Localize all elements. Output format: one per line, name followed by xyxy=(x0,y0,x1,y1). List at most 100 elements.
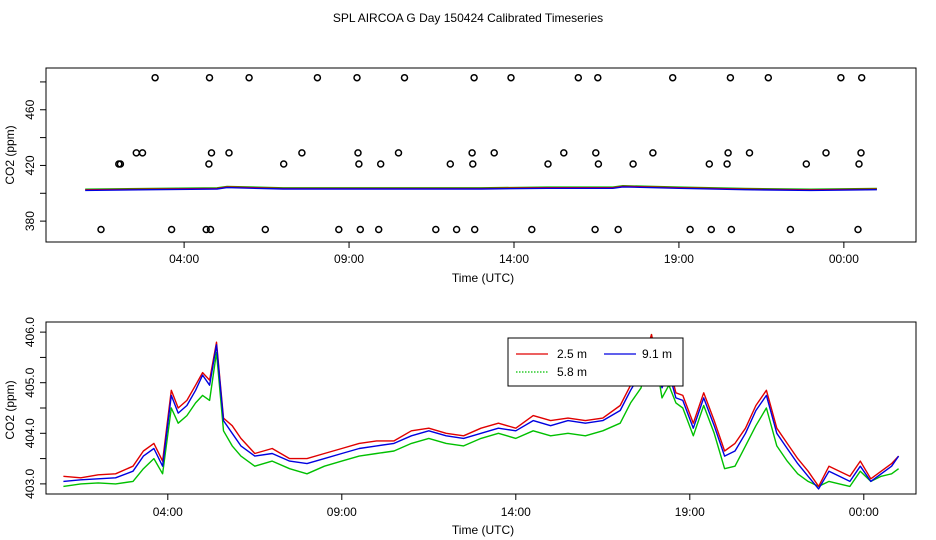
top-scatter-point xyxy=(356,225,365,234)
top-scatter-point xyxy=(591,225,599,234)
top-scatter-point xyxy=(629,160,637,168)
top-scatter-point xyxy=(727,225,736,234)
bottom-y-axis: 403.0 404.0 405.0 406.0 xyxy=(23,317,46,499)
top-scatter-point xyxy=(802,160,811,168)
top-scatter-point xyxy=(822,149,830,157)
top-scatter-point xyxy=(353,73,361,82)
top-scatter-point xyxy=(355,160,363,168)
top-scatter-point xyxy=(400,73,409,82)
top-scatter-point xyxy=(470,73,478,82)
top-scatter-point xyxy=(594,160,603,168)
top-y-axis: 380 420 460 xyxy=(23,81,46,231)
bottom-x-axis-label: Time (UTC) xyxy=(452,523,514,537)
top-scatter-point xyxy=(705,160,714,168)
top-scatter-point xyxy=(97,225,105,234)
bottom-y-tick-label: 405.0 xyxy=(23,367,37,397)
bottom-x-axis: 04:00 09:00 14:00 19:00 00:00 xyxy=(153,494,879,519)
top-x-tick-label: 04:00 xyxy=(169,252,199,266)
top-scatter-point xyxy=(279,160,288,168)
top-scatter-point xyxy=(528,225,536,234)
bottom-y-tick-label: 406.0 xyxy=(23,317,37,347)
top-scatter-point xyxy=(313,73,322,82)
legend-box xyxy=(507,337,684,387)
top-scatter-point xyxy=(335,225,343,234)
top-scatter-point xyxy=(592,149,600,157)
top-scatter-point xyxy=(132,149,141,157)
bottom-x-tick-label: 04:00 xyxy=(153,505,183,519)
top-scatter-point xyxy=(469,160,477,168)
top-baseline-9-1 xyxy=(85,186,877,192)
top-scatter-point xyxy=(724,149,732,157)
top-scatter-point xyxy=(205,73,214,82)
top-scatter-point xyxy=(167,225,176,234)
top-scatter-point xyxy=(649,149,657,157)
top-scatter-point xyxy=(594,73,602,82)
top-x-tick-label: 14:00 xyxy=(499,252,529,266)
series-line-9-1 xyxy=(63,341,900,490)
top-scatter-point xyxy=(855,160,863,168)
top-scatter-point xyxy=(837,73,845,82)
bottom-y-tick-label: 404.0 xyxy=(23,418,37,448)
top-scatter-point xyxy=(115,160,123,168)
top-scatter-point xyxy=(207,149,216,157)
top-x-tick-label: 19:00 xyxy=(664,252,694,266)
top-scatter-point xyxy=(726,73,735,82)
top-scatter-point xyxy=(470,225,479,234)
top-scatter-point xyxy=(138,149,147,157)
legend: 2.5 m 5.8 m 9.1 m xyxy=(507,337,684,387)
bottom-x-tick-label: 14:00 xyxy=(501,505,531,519)
bottom-x-tick-label: 19:00 xyxy=(675,505,705,519)
top-y-tick-label: 460 xyxy=(23,99,37,119)
top-scatter-point xyxy=(857,149,865,157)
top-y-axis-label: CO2 (ppm) xyxy=(3,125,17,184)
top-scatter-point xyxy=(574,73,583,82)
top-scatter-point xyxy=(786,225,795,234)
top-panel: 04:00 09:00 14:00 19:00 00:00 380 420 460 Time… xyxy=(3,67,917,285)
bottom-panel: 04:00 09:00 14:00 19:00 00:00 403.0 404.0 405.… xyxy=(3,317,917,537)
top-y-tick-label: 380 xyxy=(23,211,37,231)
bottom-x-tick-label: 00:00 xyxy=(849,505,879,519)
top-scatter-point xyxy=(507,73,515,82)
top-scatter-point xyxy=(261,225,270,234)
top-scatter-point xyxy=(764,73,773,82)
top-scatter-point xyxy=(452,225,461,234)
top-scatter-point xyxy=(686,225,694,234)
top-scatter-point xyxy=(374,225,383,234)
top-scatter-point xyxy=(560,149,568,157)
top-scatter-point xyxy=(354,149,362,157)
top-scatter-point xyxy=(668,73,677,82)
figure-title: SPL AIRCOA G Day 150424 Calibrated Times… xyxy=(333,11,603,25)
legend-label-9-1: 9.1 m xyxy=(642,347,672,361)
bottom-data-marks xyxy=(63,333,900,490)
series-line-2-5 xyxy=(63,333,900,488)
top-scatter-point xyxy=(432,225,440,234)
top-x-tick-label: 09:00 xyxy=(334,252,364,266)
top-scatter-point xyxy=(376,160,385,168)
top-x-axis: 04:00 09:00 14:00 19:00 00:00 xyxy=(169,242,859,266)
top-x-axis-label: Time (UTC) xyxy=(452,271,514,285)
top-y-tick-label: 420 xyxy=(23,155,37,175)
top-scatter-point xyxy=(394,149,403,157)
bottom-y-tick-label: 403.0 xyxy=(23,469,37,499)
bottom-y-axis-label: CO2 (ppm) xyxy=(3,380,17,439)
top-scatter-point xyxy=(245,73,253,82)
top-scatter-point xyxy=(614,225,622,234)
top-scatter-point xyxy=(225,149,233,157)
top-scatter-point xyxy=(723,160,731,168)
series-line-5-8 xyxy=(63,333,900,488)
top-scatter-point xyxy=(202,225,210,234)
top-scatter-point xyxy=(857,73,866,82)
bottom-x-tick-label: 09:00 xyxy=(327,505,357,519)
top-scatter-point xyxy=(707,225,716,234)
legend-label-5-8: 5.8 m xyxy=(557,365,587,379)
legend-label-2-5: 2.5 m xyxy=(557,347,587,361)
top-scatter-point xyxy=(206,225,215,234)
top-scatter-point xyxy=(854,225,862,234)
top-scatter-point xyxy=(544,160,552,168)
top-x-tick-label: 00:00 xyxy=(829,252,859,266)
top-data-marks xyxy=(85,73,877,234)
top-scatter-point xyxy=(298,149,306,157)
top-scatter-point xyxy=(490,149,498,157)
top-plot-frame xyxy=(45,67,917,243)
